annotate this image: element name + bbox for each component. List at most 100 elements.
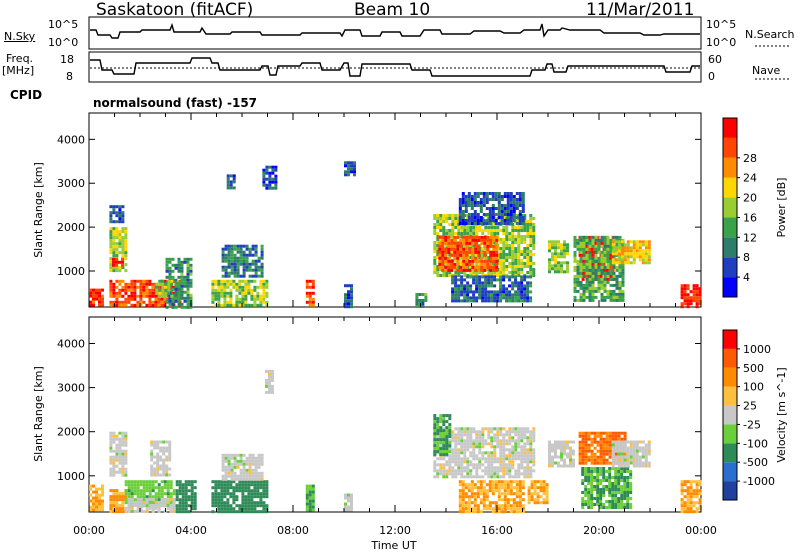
heatmap-cell — [101, 499, 104, 503]
heatmap-cell — [142, 480, 146, 484]
heatmap-cell — [250, 480, 254, 484]
heatmap-cell — [221, 468, 225, 472]
heatmap-cell — [491, 216, 495, 219]
heatmap-cell — [457, 466, 461, 470]
heatmap-cell — [612, 295, 616, 299]
heatmap-cell — [244, 480, 248, 484]
heatmap-cell — [115, 303, 119, 307]
heatmap-cell — [174, 293, 178, 297]
heatmap-cell — [569, 464, 572, 468]
heatmap-cell — [433, 469, 437, 473]
heatmap-cell — [260, 253, 264, 257]
heatmap-cell — [520, 235, 524, 238]
heatmap-cell — [602, 431, 606, 435]
heatmap-cell — [497, 192, 501, 195]
heatmap-cell — [529, 442, 533, 446]
heatmap-cell — [581, 277, 585, 281]
heatmap-cell — [217, 285, 221, 289]
heatmap-cell — [235, 483, 239, 487]
heatmap-cell — [224, 459, 228, 463]
heatmap-cell — [167, 291, 171, 295]
heatmap-cell — [566, 440, 569, 444]
heatmap-cell — [118, 291, 122, 295]
heatmap-cell — [474, 265, 478, 269]
heatmap-cell — [241, 480, 245, 484]
heatmap-cell — [514, 433, 518, 437]
heatmap-cell — [584, 500, 588, 503]
heatmap-cell — [617, 500, 621, 503]
heatmap-cell — [497, 510, 501, 514]
heatmap-cell — [242, 453, 246, 457]
heatmap-cell — [511, 265, 515, 268]
heatmap-cell — [236, 271, 240, 275]
heatmap-cell — [526, 469, 530, 473]
heatmap-cell — [641, 452, 645, 456]
heatmap-cell — [165, 467, 169, 471]
heatmap-cell — [499, 284, 503, 288]
heatmap-cell — [502, 268, 506, 271]
heatmap-cell — [115, 446, 119, 450]
heatmap-cell — [485, 492, 489, 496]
heatmap-cell — [629, 449, 633, 453]
heatmap-cell — [499, 271, 503, 274]
heatmap-cell — [344, 170, 347, 174]
heatmap-cell — [112, 434, 116, 438]
heatmap-cell — [603, 271, 607, 275]
heatmap-cell — [517, 472, 521, 476]
heatmap-cell — [469, 463, 473, 467]
heatmap-cell — [641, 258, 645, 262]
heatmap-cell — [488, 480, 492, 484]
heatmap-cell — [503, 192, 507, 195]
heatmap-cell — [496, 278, 500, 282]
heatmap-cell — [445, 438, 449, 442]
heatmap-cell — [254, 274, 258, 278]
heatmap-cell — [164, 285, 168, 289]
heatmap-cell — [186, 290, 190, 294]
heatmap-cell — [529, 296, 533, 300]
heatmap-cell — [248, 465, 252, 469]
heatmap-cell — [647, 258, 651, 262]
heatmap-cell — [579, 256, 583, 260]
heatmap-cell — [121, 288, 125, 292]
heatmap-cell — [515, 504, 519, 508]
heatmap-cell — [112, 431, 116, 435]
heatmap-cell — [506, 201, 510, 204]
heatmap-cell — [454, 268, 458, 271]
heatmap-cell — [632, 455, 636, 459]
heatmap-cell — [680, 287, 684, 291]
heatmap-cell — [458, 216, 462, 219]
heatmap-cell — [154, 294, 158, 298]
heatmap-cell — [451, 466, 455, 470]
heatmap-cell — [569, 446, 572, 450]
heatmap-cell — [479, 486, 483, 490]
heatmap-cell — [611, 446, 615, 450]
heatmap-cell — [695, 507, 699, 511]
heatmap-cell — [526, 265, 530, 268]
heatmap-cell — [680, 296, 684, 300]
heatmap-cell — [224, 474, 228, 478]
heatmap-cell — [224, 456, 228, 460]
heatmap-cell — [590, 497, 594, 500]
heatmap-cell — [517, 247, 521, 250]
heatmap-cell — [641, 440, 645, 444]
heatmap-cell — [163, 500, 167, 504]
heatmap-cell — [464, 504, 468, 508]
heatmap-cell — [563, 458, 566, 462]
heatmap-cell — [436, 226, 440, 229]
heatmap-cell — [250, 498, 254, 502]
heatmap-cell — [520, 454, 524, 458]
heatmap-cell — [161, 282, 165, 286]
heatmap-cell — [609, 268, 613, 272]
heatmap-cell — [257, 268, 261, 272]
heatmap-cell — [245, 244, 249, 248]
heatmap-cell — [121, 492, 125, 496]
heatmap-cell — [532, 271, 536, 274]
heatmap-cell — [89, 294, 92, 298]
heatmap-cell — [211, 492, 215, 496]
heatmap-cell — [591, 238, 595, 242]
heatmap-cell — [695, 305, 699, 309]
heatmap-cell — [271, 168, 275, 172]
heatmap-cell — [532, 427, 536, 431]
heatmap-cell — [476, 492, 480, 496]
heatmap-cell — [502, 439, 506, 443]
